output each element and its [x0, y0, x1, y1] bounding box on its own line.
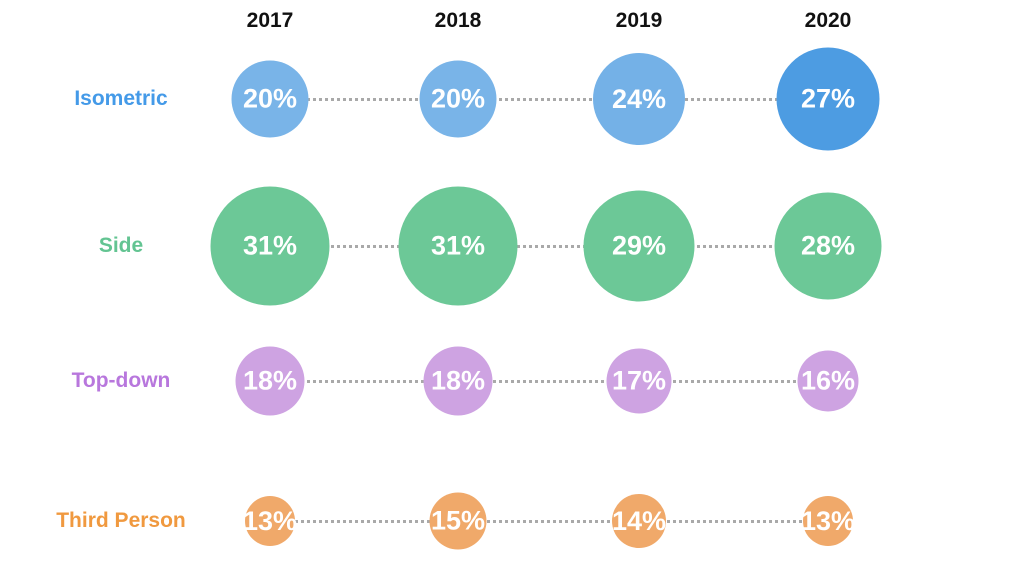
bubble-top-down-2018: 18%: [423, 346, 493, 416]
bubble-value-label: 20%: [242, 83, 298, 114]
bubble-value-label: 18%: [242, 365, 298, 396]
bubble-top-down-2020: 16%: [797, 350, 859, 412]
bubble-value-label: 31%: [242, 230, 298, 261]
bubble-third-person-2019: 14%: [612, 494, 666, 548]
dotted-connector-line: [270, 520, 828, 523]
row-label-isometric: Isometric: [74, 87, 168, 110]
bubble-side-2017: 31%: [210, 186, 330, 306]
bubble-side-2018: 31%: [398, 186, 518, 306]
bubble-isometric-2017: 20%: [231, 60, 309, 138]
bubble-value-label: 31%: [430, 230, 486, 261]
row-label-side: Side: [98, 234, 144, 257]
bubble-isometric-2019: 24%: [593, 53, 685, 145]
bubble-value-label: 15%: [430, 505, 486, 536]
bubble-value-label: 13%: [242, 505, 298, 536]
row-label-third-person: Third Person: [56, 509, 186, 532]
bubble-value-label: 17%: [611, 365, 667, 396]
bubble-value-label: 29%: [611, 230, 667, 261]
bubble-value-label: 18%: [430, 365, 486, 396]
year-header: 2019: [615, 9, 663, 32]
bubble-value-label: 14%: [611, 505, 667, 536]
bubble-side-2019: 29%: [583, 190, 695, 302]
year-header: 2020: [804, 9, 852, 32]
bubble-isometric-2018: 20%: [419, 60, 497, 138]
bubble-value-label: 24%: [611, 83, 667, 114]
dotted-connector-line: [270, 98, 828, 101]
bubble-value-label: 20%: [430, 83, 486, 114]
year-header: 2017: [246, 9, 294, 32]
dotted-connector-line: [270, 245, 828, 248]
bubble-isometric-2020: 27%: [776, 47, 880, 151]
bubble-top-down-2019: 17%: [606, 348, 672, 414]
bubble-value-label: 16%: [800, 365, 856, 396]
bubble-value-label: 27%: [800, 83, 856, 114]
bubble-side-2020: 28%: [774, 192, 882, 300]
dotted-connector-line: [270, 380, 828, 383]
bubble-third-person-2017: 13%: [242, 496, 298, 546]
bubble-third-person-2018: 15%: [429, 492, 487, 550]
row-label-top-down: Top-down: [71, 369, 171, 392]
bubble-value-label: 13%: [800, 505, 856, 536]
bubble-top-down-2017: 18%: [235, 346, 305, 416]
bubble-third-person-2020: 13%: [800, 496, 856, 546]
year-header: 2018: [434, 9, 482, 32]
bubble-value-label: 28%: [800, 230, 856, 261]
